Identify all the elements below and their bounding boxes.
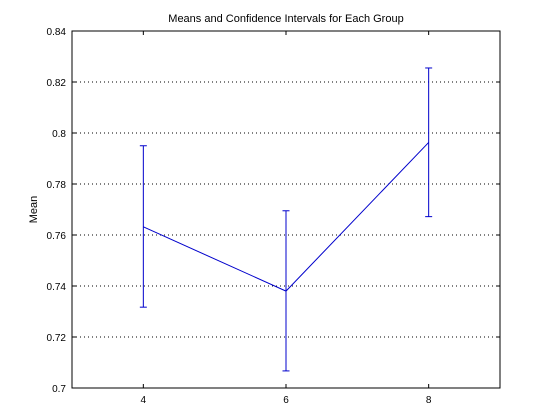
chart-title: Means and Confidence Intervals for Each …: [168, 13, 403, 25]
y-tick-label: 0.8: [52, 129, 66, 140]
series-layer: [139, 67, 433, 372]
x-tick-label: 4: [141, 395, 147, 406]
y-tick-label: 0.72: [47, 333, 67, 344]
axis-ticks: 0.7 0.72 0.74 0.76 0.78 0.8 0.82 0.84 4 6 8: [47, 27, 500, 406]
y-tick-label: 0.82: [47, 78, 67, 89]
y-tick-label: 0.84: [47, 27, 67, 38]
x-tick-label: 6: [283, 395, 289, 406]
y-tick-label: 0.7: [52, 384, 66, 395]
x-tick-label: 8: [426, 395, 432, 406]
y-tick-label: 0.74: [47, 282, 67, 293]
y-axis-label: Mean: [28, 196, 40, 224]
y-tick-label: 0.76: [47, 231, 67, 242]
y-tick-label: 0.78: [47, 180, 67, 191]
